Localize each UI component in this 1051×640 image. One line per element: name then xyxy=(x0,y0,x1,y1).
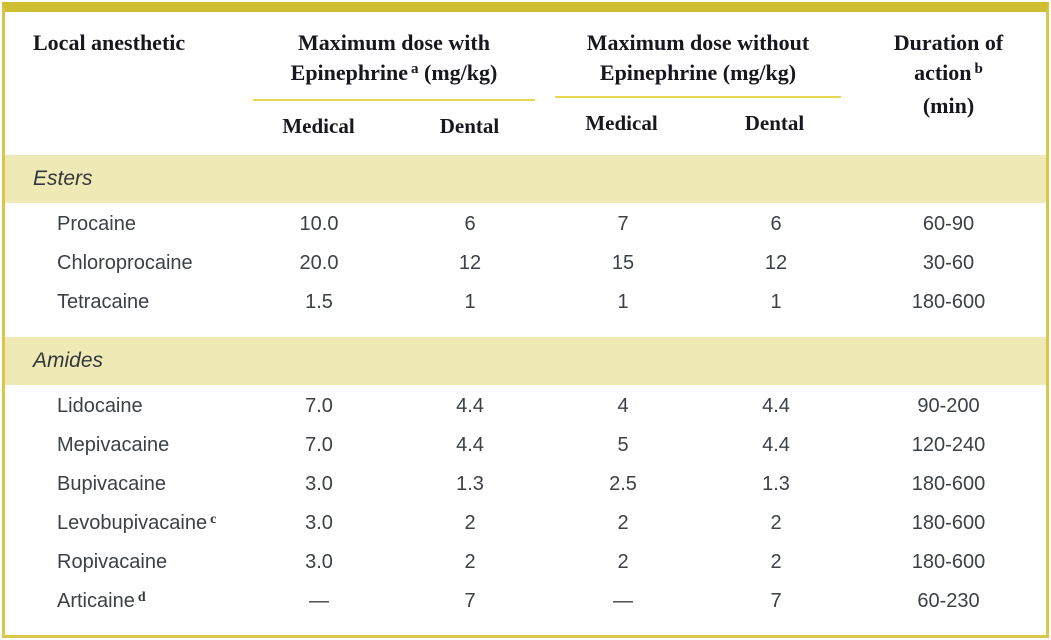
drug-name: Lidocaine xyxy=(57,395,143,417)
dose-with-epi-dental: 1 xyxy=(464,291,476,313)
dose-with-epi-dental: 6 xyxy=(464,213,476,235)
dose-without-epi-dental: 12 xyxy=(764,252,788,274)
dose-with-epi-dental: 4.4 xyxy=(456,395,484,417)
drug-name: Bupivacaine xyxy=(57,473,166,495)
dose-with-epi-medical: 7.0 xyxy=(305,395,333,417)
dose-with-epi-dental: 12 xyxy=(458,252,482,274)
duration-value: 60-90 xyxy=(922,213,975,235)
footnote-a-marker: a xyxy=(411,61,419,77)
amides-rows: Lidocaine 7.0 4.4 4 4.4 90-200 Mepivacai… xyxy=(5,385,1046,621)
dose-without-epi-medical: — xyxy=(613,590,633,612)
duration-value: 30-60 xyxy=(922,252,975,274)
dose-without-epi-medical: 2 xyxy=(617,512,629,534)
duration-value: 120-240 xyxy=(911,434,986,456)
dose-with-epi-medical: 3.0 xyxy=(305,512,333,534)
duration-value: 180-600 xyxy=(911,473,986,495)
duration-value: 180-600 xyxy=(911,512,986,534)
drug-name: Mepivacaine xyxy=(57,434,170,456)
table-row-bupivacaine: Bupivacaine 3.0 1.3 2.5 1.3 180-600 xyxy=(5,465,1046,504)
table-header: Local anesthetic Maximum dose with Epine… xyxy=(5,12,1046,155)
dose-with-epi-dental: 7 xyxy=(464,590,476,612)
dose-without-epi-medical: 4 xyxy=(617,395,629,417)
subheader-row-with-epinephrine: Medical Dental xyxy=(243,101,545,155)
table-row-lidocaine: Lidocaine 7.0 4.4 4 4.4 90-200 xyxy=(5,387,1046,426)
dose-without-epi-medical: 2 xyxy=(617,551,629,573)
dose-without-epi-dental: 2 xyxy=(770,551,782,573)
header-local-anesthetic: Local anesthetic xyxy=(33,30,186,55)
subheader-medical-with: Medical xyxy=(282,114,355,138)
dose-without-epi-dental: 4.4 xyxy=(762,395,790,417)
table-row-mepivacaine: Mepivacaine 7.0 4.4 5 4.4 120-240 xyxy=(5,426,1046,465)
drug-name: Levobupivacaine c xyxy=(57,512,217,534)
group-with-epinephrine-title: Maximum dose with Epinephrine a (mg/kg) xyxy=(253,28,535,101)
header-duration-of-action: Duration of action b (min) xyxy=(893,30,1004,118)
subheader-dental-with: Dental xyxy=(439,114,500,138)
table-row-chloroprocaine: Chloroprocaine 20.0 12 15 12 30-60 xyxy=(5,244,1046,283)
table-row-ropivacaine: Ropivacaine 3.0 2 2 2 180-600 xyxy=(5,543,1046,582)
header-group-without-epinephrine: Maximum dose without Epinephrine (mg/kg)… xyxy=(545,28,851,155)
dose-without-epi-dental: 1 xyxy=(770,291,782,313)
group-without-epinephrine-title: Maximum dose without Epinephrine (mg/kg) xyxy=(555,28,841,98)
dose-without-epi-medical: 2.5 xyxy=(609,473,637,495)
dose-with-epi-dental: 2 xyxy=(464,512,476,534)
dose-with-epi-medical: — xyxy=(309,590,329,612)
duration-value: 180-600 xyxy=(911,291,986,313)
dose-without-epi-dental: 6 xyxy=(770,213,782,235)
drug-name: Procaine xyxy=(57,213,136,235)
table-row-levobupivacaine: Levobupivacaine c 3.0 2 2 2 180-600 xyxy=(5,504,1046,543)
footnote-c-marker: c xyxy=(210,512,217,527)
drug-name: Tetracaine xyxy=(57,291,150,313)
dose-without-epi-dental: 1.3 xyxy=(762,473,790,495)
esters-rows: Procaine 10.0 6 7 6 60-90 Chloroprocaine… xyxy=(5,203,1046,322)
duration-value: 90-200 xyxy=(917,395,980,417)
dose-without-epi-medical: 1 xyxy=(617,291,629,313)
table-row-articaine: Articaine d — 7 — 7 60-230 xyxy=(5,582,1046,621)
dose-with-epi-medical: 10.0 xyxy=(299,213,339,235)
header-group-with-epinephrine: Maximum dose with Epinephrine a (mg/kg) M… xyxy=(243,28,545,155)
dose-without-epi-medical: 7 xyxy=(617,213,629,235)
footnote-d-marker: d xyxy=(137,590,146,605)
subheader-row-without-epinephrine: Medical Dental xyxy=(545,98,851,152)
section-band-esters: Esters xyxy=(5,155,1046,203)
dose-with-epi-medical: 20.0 xyxy=(299,252,339,274)
drug-name: Ropivacaine xyxy=(57,551,168,573)
drug-name: Chloroprocaine xyxy=(57,252,193,274)
table-row-procaine: Procaine 10.0 6 7 6 60-90 xyxy=(5,205,1046,244)
table-row-tetracaine: Tetracaine 1.5 1 1 1 180-600 xyxy=(5,283,1046,322)
dose-with-epi-medical: 7.0 xyxy=(305,434,333,456)
duration-value: 60-230 xyxy=(917,590,980,612)
dose-with-epi-medical: 1.5 xyxy=(305,291,333,313)
subheader-dental-without: Dental xyxy=(744,111,805,135)
dose-with-epi-medical: 3.0 xyxy=(305,473,333,495)
dose-with-epi-dental: 2 xyxy=(464,551,476,573)
dose-without-epi-medical: 15 xyxy=(611,252,635,274)
duration-value: 180-600 xyxy=(911,551,986,573)
dose-without-epi-dental: 2 xyxy=(770,512,782,534)
footnote-b-marker: b xyxy=(974,61,983,77)
dose-with-epi-dental: 4.4 xyxy=(456,434,484,456)
dose-with-epi-dental: 1.3 xyxy=(456,473,484,495)
dose-without-epi-dental: 7 xyxy=(770,590,782,612)
drug-name: Articaine d xyxy=(57,590,146,612)
subheader-medical-without: Medical xyxy=(585,111,658,135)
dose-without-epi-medical: 5 xyxy=(617,434,629,456)
section-band-amides: Amides xyxy=(5,337,1046,385)
dose-without-epi-dental: 4.4 xyxy=(762,434,790,456)
dose-with-epi-medical: 3.0 xyxy=(305,551,333,573)
